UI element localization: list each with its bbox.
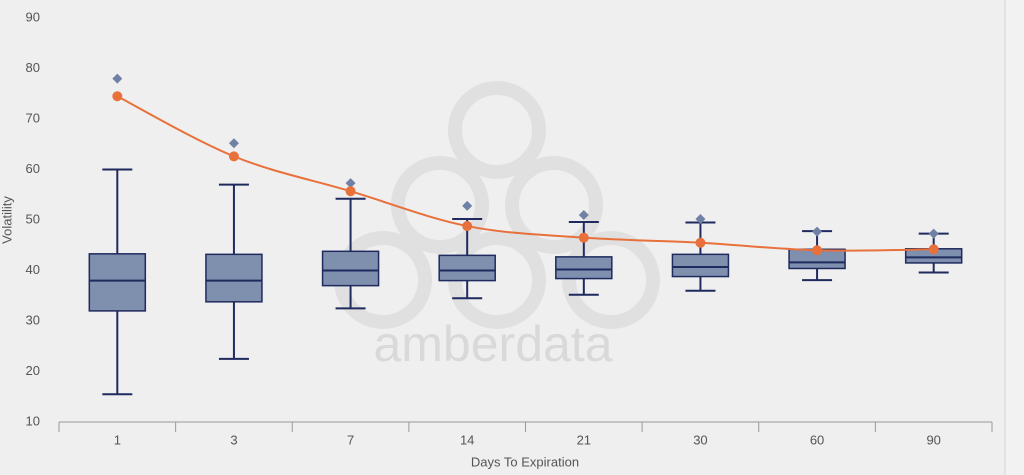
- x-tick-label: 7: [347, 432, 354, 447]
- box: [671, 253, 730, 278]
- y-tick-label: 90: [26, 9, 40, 24]
- y-tick-label: 20: [26, 363, 40, 378]
- trend-point: [578, 232, 589, 243]
- y-axis-title: Volatility: [0, 196, 14, 244]
- trend-point: [812, 245, 823, 256]
- y-tick-label: 40: [26, 262, 40, 277]
- trend-point: [695, 237, 706, 248]
- outlier: [462, 200, 473, 211]
- side-panel: [1005, 0, 1024, 475]
- trend-point: [345, 186, 356, 197]
- outlier: [695, 213, 706, 224]
- trend-point: [928, 244, 939, 255]
- x-tick-label: 90: [926, 432, 940, 447]
- outlier: [345, 178, 356, 189]
- trend-point: [462, 221, 473, 232]
- y-tick-label: 80: [26, 60, 40, 75]
- y-tick-label: 60: [26, 161, 40, 176]
- box: [555, 256, 613, 280]
- y-tick-label: 50: [26, 211, 40, 226]
- x-tick-label: 14: [460, 432, 474, 447]
- box: [321, 250, 380, 287]
- trend-point: [112, 91, 123, 102]
- x-tick-label: 21: [577, 432, 591, 447]
- x-tick-label: 60: [810, 432, 824, 447]
- box: [88, 253, 147, 312]
- trend-line: [116, 95, 934, 252]
- outlier: [228, 138, 239, 149]
- trend-point: [228, 151, 239, 162]
- outlier: [812, 226, 823, 237]
- watermark: amberdata: [373, 316, 612, 372]
- outlier: [578, 209, 589, 220]
- outlier: [112, 73, 123, 84]
- y-tick-label: 70: [26, 110, 40, 125]
- x-axis-title: Days To Expiration: [471, 454, 579, 469]
- box: [205, 253, 263, 303]
- y-tick-label: 10: [26, 413, 40, 428]
- box: [438, 254, 496, 282]
- outlier: [928, 228, 939, 239]
- x-tick-label: 1: [114, 432, 121, 447]
- x-tick-label: 3: [230, 432, 237, 447]
- y-tick-label: 30: [26, 312, 40, 327]
- x-tick-label: 30: [693, 432, 707, 447]
- watermark-logo: [334, 81, 660, 329]
